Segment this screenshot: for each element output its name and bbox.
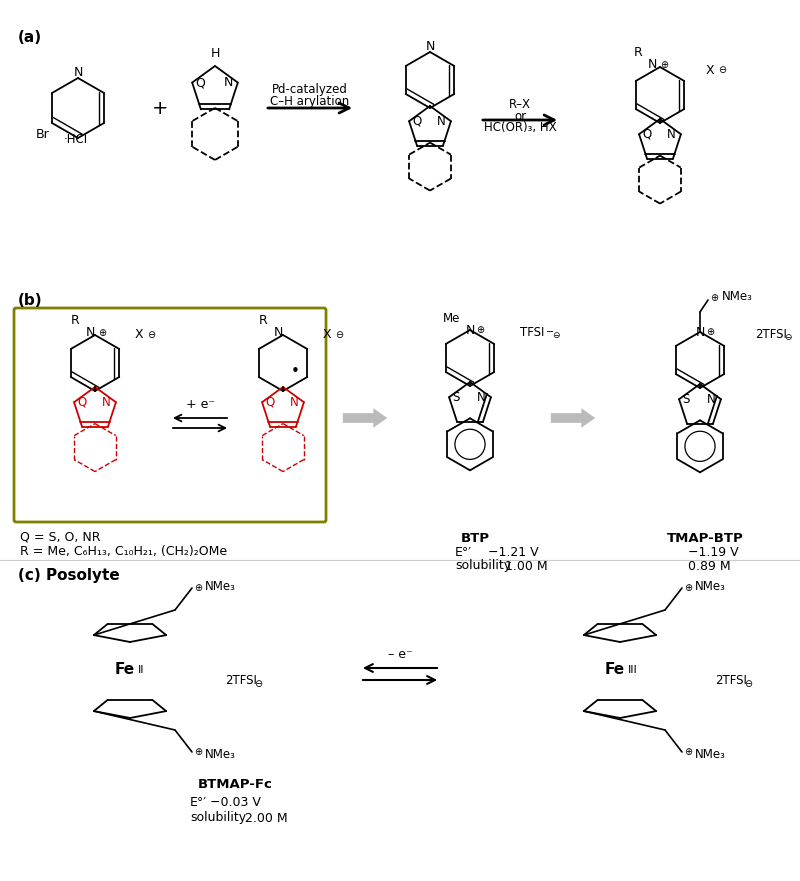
Text: N: N xyxy=(707,393,716,406)
FancyArrowPatch shape xyxy=(342,408,387,427)
Text: 0.89 M: 0.89 M xyxy=(688,559,730,573)
Text: R: R xyxy=(258,315,267,328)
Text: −: − xyxy=(546,327,554,337)
Text: 2.00 M: 2.00 M xyxy=(245,811,288,825)
Text: N: N xyxy=(477,390,486,403)
Text: TMAP-BTP: TMAP-BTP xyxy=(666,531,743,544)
Text: NMe₃: NMe₃ xyxy=(205,580,236,593)
Text: R–X: R–X xyxy=(509,98,531,110)
Text: ⊖: ⊖ xyxy=(254,679,262,689)
Text: HC(OR)₃, HX: HC(OR)₃, HX xyxy=(484,122,556,135)
Text: +: + xyxy=(152,99,168,117)
Text: NMe₃: NMe₃ xyxy=(205,747,236,760)
Text: N: N xyxy=(274,327,282,339)
Text: ⊖: ⊖ xyxy=(718,65,726,75)
Text: C–H arylation: C–H arylation xyxy=(270,95,350,108)
FancyArrowPatch shape xyxy=(550,408,595,427)
Text: R = Me, C₆H₁₃, C₁₀H₂₁, (CH₂)₂OMe: R = Me, C₆H₁₃, C₁₀H₂₁, (CH₂)₂OMe xyxy=(20,545,227,558)
Text: N: N xyxy=(466,323,474,337)
Text: N: N xyxy=(223,76,233,89)
Text: TFSI: TFSI xyxy=(520,325,544,338)
Text: X: X xyxy=(322,329,331,342)
Text: −0.03 V: −0.03 V xyxy=(210,796,261,809)
Text: ⊕: ⊕ xyxy=(194,583,202,593)
Text: ⊕: ⊕ xyxy=(98,328,106,338)
Text: X: X xyxy=(706,63,714,77)
Text: N: N xyxy=(102,396,111,409)
Text: Br: Br xyxy=(35,128,49,141)
Text: Q: Q xyxy=(642,128,651,141)
Text: ⊕: ⊕ xyxy=(684,583,692,593)
Text: BTMAP-Fc: BTMAP-Fc xyxy=(198,779,273,791)
Text: R: R xyxy=(70,315,79,328)
Text: X: X xyxy=(134,329,143,342)
Text: −1.19 V: −1.19 V xyxy=(688,545,738,559)
Text: 1.00 M: 1.00 M xyxy=(505,559,548,573)
Text: Pd-catalyzed: Pd-catalyzed xyxy=(272,84,348,97)
Text: N: N xyxy=(86,327,94,339)
Text: H: H xyxy=(210,47,220,60)
Text: solubility: solubility xyxy=(190,811,246,825)
Text: (a): (a) xyxy=(18,30,42,45)
Text: ·HCl: ·HCl xyxy=(64,133,88,146)
Text: N: N xyxy=(647,58,657,71)
Text: or: or xyxy=(514,109,526,122)
Text: Me: Me xyxy=(443,312,461,324)
Text: N: N xyxy=(695,325,705,338)
Text: 2TFSI: 2TFSI xyxy=(715,673,747,686)
Text: NMe₃: NMe₃ xyxy=(722,290,753,302)
Text: Fe: Fe xyxy=(115,663,135,677)
Text: ⊕: ⊕ xyxy=(684,747,692,757)
Text: ⊖: ⊖ xyxy=(744,679,752,689)
Text: S: S xyxy=(452,390,459,403)
Text: Q: Q xyxy=(265,396,274,409)
Text: + e⁻: + e⁻ xyxy=(186,397,214,411)
Text: ⊕: ⊕ xyxy=(660,60,668,70)
Text: N: N xyxy=(290,396,299,409)
Text: E°′: E°′ xyxy=(190,796,207,809)
Text: (b): (b) xyxy=(18,293,42,308)
Text: E°′: E°′ xyxy=(455,545,472,559)
Text: Fe: Fe xyxy=(605,663,625,677)
Text: NMe₃: NMe₃ xyxy=(695,747,726,760)
Text: Q: Q xyxy=(412,115,422,128)
Text: NMe₃: NMe₃ xyxy=(695,580,726,593)
Text: Q: Q xyxy=(77,396,86,409)
Text: (c) Posolyte: (c) Posolyte xyxy=(18,568,120,583)
Text: −1.21 V: −1.21 V xyxy=(488,545,538,559)
Text: R: R xyxy=(634,47,642,60)
Text: ⊖: ⊖ xyxy=(147,330,155,340)
Text: BTP: BTP xyxy=(461,531,490,544)
Text: 2TFSI: 2TFSI xyxy=(225,673,257,686)
Text: N: N xyxy=(426,40,434,53)
Text: •: • xyxy=(290,364,299,379)
Text: II: II xyxy=(138,665,145,675)
Text: ⊖: ⊖ xyxy=(335,330,343,340)
Text: Q = S, O, NR: Q = S, O, NR xyxy=(20,530,101,543)
Text: ⊕: ⊕ xyxy=(706,327,714,337)
Text: N: N xyxy=(74,65,82,78)
Text: N: N xyxy=(437,115,446,128)
Text: S: S xyxy=(682,393,690,406)
Text: 2TFSI: 2TFSI xyxy=(755,328,787,340)
Text: ⊖: ⊖ xyxy=(784,334,792,343)
Text: solubility: solubility xyxy=(455,559,511,573)
Text: III: III xyxy=(628,665,638,675)
Text: ⊕: ⊕ xyxy=(476,325,484,335)
Text: ⊕: ⊕ xyxy=(710,293,718,303)
Text: ⊖: ⊖ xyxy=(552,331,560,340)
Text: N: N xyxy=(667,128,676,141)
Text: Q: Q xyxy=(195,76,205,89)
Text: – e⁻: – e⁻ xyxy=(388,648,412,661)
Text: ⊕: ⊕ xyxy=(194,747,202,757)
